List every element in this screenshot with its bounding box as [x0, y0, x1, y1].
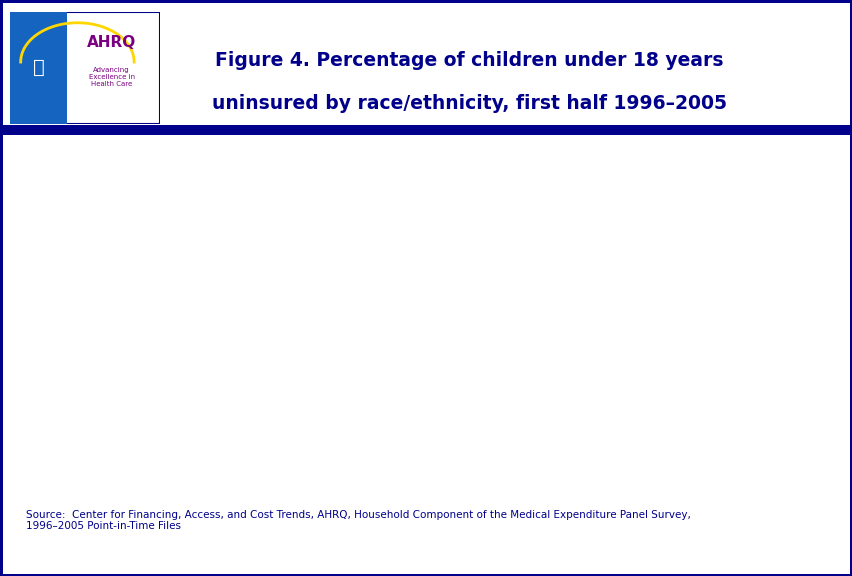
Text: 10.3: 10.3 — [260, 396, 283, 406]
Legend: Hispanic or Latino, Black non-Hispanic or Latino single race, White non-Hispanic: Hispanic or Latino, Black non-Hispanic o… — [221, 22, 590, 103]
Text: 26.5: 26.5 — [176, 212, 199, 222]
Text: 11.1: 11.1 — [552, 358, 576, 367]
Text: 14.5: 14.5 — [699, 325, 722, 335]
Text: 15.1: 15.1 — [187, 320, 210, 329]
Text: 12.1: 12.1 — [260, 379, 283, 389]
Text: Figure 4. Percentage of children under 18 years: Figure 4. Percentage of children under 1… — [215, 51, 722, 70]
Text: AHRQ: AHRQ — [87, 36, 136, 51]
FancyBboxPatch shape — [10, 12, 159, 124]
Text: Advancing
Excellence in
Health Care: Advancing Excellence in Health Care — [89, 67, 135, 86]
Text: uninsured by race/ethnicity, first half 1996–2005: uninsured by race/ethnicity, first half … — [211, 94, 726, 113]
Y-axis label: Percent: Percent — [36, 295, 49, 347]
Text: 11.7: 11.7 — [505, 383, 528, 393]
Text: 19.7: 19.7 — [780, 276, 803, 286]
Text: 21.8: 21.8 — [688, 256, 711, 266]
Text: 11.3: 11.3 — [791, 355, 814, 366]
Text: 11.7: 11.7 — [480, 383, 503, 393]
Text: 12.0: 12.0 — [480, 349, 503, 359]
Text: 🦅: 🦅 — [32, 58, 44, 77]
Text: 8.4: 8.4 — [702, 414, 719, 425]
Text: 9.7: 9.7 — [337, 402, 353, 412]
Bar — [10, 12, 66, 124]
Text: 7.9: 7.9 — [775, 419, 792, 429]
Text: 12.1: 12.1 — [187, 379, 210, 389]
Text: 15.2: 15.2 — [187, 319, 210, 329]
Text: 25.9: 25.9 — [395, 217, 418, 228]
Text: 13.2: 13.2 — [113, 369, 136, 379]
Text: 9.6: 9.6 — [629, 403, 646, 413]
Text: 8.9: 8.9 — [337, 410, 353, 419]
Text: 10.5: 10.5 — [699, 363, 722, 373]
Text: Source:  Center for Financing, Access, and Cost Trends, AHRQ, Household Componen: Source: Center for Financing, Access, an… — [26, 510, 689, 531]
Text: 11.0: 11.0 — [406, 389, 429, 400]
Text: 8.3: 8.3 — [409, 415, 426, 425]
Text: 26.3: 26.3 — [249, 214, 272, 223]
Text: 20.8: 20.8 — [615, 266, 638, 276]
Text: 28.1: 28.1 — [102, 196, 125, 207]
Text: 23.8: 23.8 — [542, 237, 565, 247]
Text: 10.0: 10.0 — [626, 399, 648, 409]
Text: 14.7: 14.7 — [406, 323, 429, 334]
Text: 17.6: 17.6 — [113, 296, 136, 306]
Text: 13.8: 13.8 — [772, 332, 795, 342]
Text: 28.5: 28.5 — [469, 193, 492, 203]
Text: 10.4: 10.4 — [553, 395, 576, 406]
Text: 30.1: 30.1 — [322, 177, 345, 188]
Text: 9.9: 9.9 — [556, 400, 573, 410]
Text: 12.6: 12.6 — [113, 374, 136, 385]
Text: 13.0: 13.0 — [333, 339, 356, 350]
Text: 15.3: 15.3 — [260, 318, 283, 328]
Text: 13.0: 13.0 — [625, 339, 649, 350]
